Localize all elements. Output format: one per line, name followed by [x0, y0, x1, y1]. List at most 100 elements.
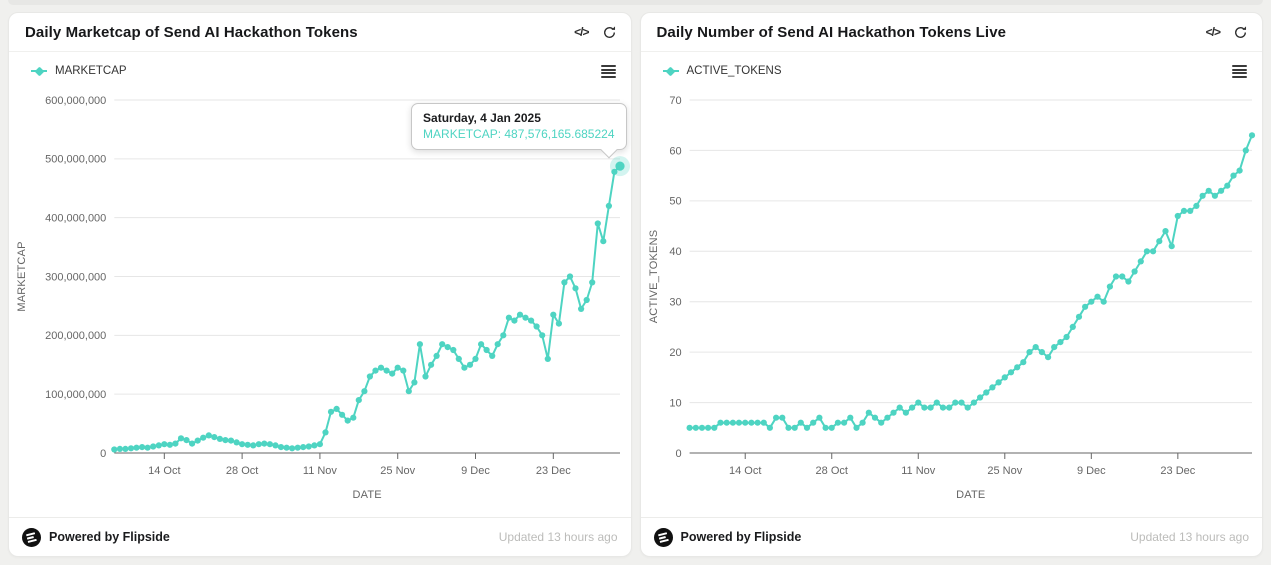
data-point[interactable]: [760, 419, 767, 426]
data-point[interactable]: [754, 419, 761, 426]
data-point[interactable]: [902, 409, 909, 416]
data-point[interactable]: [1075, 313, 1082, 320]
data-point[interactable]: [834, 419, 841, 426]
data-point[interactable]: [355, 397, 362, 404]
data-point[interactable]: [1137, 258, 1144, 265]
data-point[interactable]: [951, 399, 958, 406]
data-point[interactable]: [815, 414, 822, 421]
data-point[interactable]: [555, 320, 563, 327]
data-point[interactable]: [439, 341, 446, 348]
data-point[interactable]: [933, 399, 940, 406]
data-point[interactable]: [383, 367, 390, 374]
data-point[interactable]: [144, 444, 151, 451]
data-point[interactable]: [1063, 333, 1070, 341]
data-point[interactable]: [1229, 172, 1237, 179]
data-point[interactable]: [489, 352, 496, 359]
data-point[interactable]: [161, 441, 168, 448]
data-point[interactable]: [840, 419, 847, 426]
data-point[interactable]: [172, 440, 179, 447]
data-point[interactable]: [305, 443, 312, 450]
data-point[interactable]: [394, 364, 401, 371]
data-point[interactable]: [233, 439, 240, 446]
data-point[interactable]: [455, 355, 462, 362]
data-point[interactable]: [1093, 293, 1101, 300]
data-point[interactable]: [1155, 238, 1162, 245]
data-point[interactable]: [1242, 147, 1249, 154]
code-icon[interactable]: </>: [574, 25, 589, 39]
data-point[interactable]: [970, 399, 977, 406]
data-point[interactable]: [578, 305, 585, 312]
data-point[interactable]: [852, 424, 860, 431]
data-point[interactable]: [889, 409, 897, 416]
data-point[interactable]: [533, 323, 540, 330]
data-point[interactable]: [698, 424, 705, 431]
data-point[interactable]: [422, 373, 429, 380]
data-point[interactable]: [1131, 268, 1138, 275]
data-point[interactable]: [729, 419, 736, 426]
refresh-icon[interactable]: [602, 25, 617, 40]
data-point[interactable]: [828, 424, 835, 431]
data-point[interactable]: [1106, 283, 1113, 290]
data-point[interactable]: [166, 441, 173, 448]
data-point[interactable]: [1019, 359, 1026, 366]
data-point[interactable]: [250, 442, 257, 449]
data-point[interactable]: [1001, 374, 1008, 381]
data-point[interactable]: [803, 424, 810, 431]
data-point[interactable]: [747, 419, 754, 426]
data-point[interactable]: [389, 370, 396, 377]
data-point[interactable]: [1199, 192, 1206, 199]
powered-by[interactable]: Powered by Flipside: [22, 527, 170, 547]
data-point[interactable]: [511, 317, 518, 324]
data-point[interactable]: [976, 394, 983, 401]
data-point[interactable]: [871, 414, 878, 421]
data-point[interactable]: [1081, 303, 1088, 310]
data-point[interactable]: [1069, 323, 1076, 330]
data-point[interactable]: [995, 379, 1002, 386]
legend-active-tokens[interactable]: ACTIVE_TOKENS: [662, 65, 782, 77]
data-point[interactable]: [710, 424, 717, 431]
data-point[interactable]: [416, 341, 423, 348]
data-point[interactable]: [1192, 202, 1199, 209]
data-point[interactable]: [522, 314, 529, 321]
data-point[interactable]: [914, 399, 921, 406]
data-point[interactable]: [283, 444, 290, 451]
data-point[interactable]: [1180, 207, 1187, 214]
data-point[interactable]: [877, 419, 884, 426]
data-point[interactable]: [846, 414, 853, 421]
data-point[interactable]: [133, 444, 140, 451]
data-point[interactable]: [183, 437, 190, 444]
data-point[interactable]: [516, 311, 524, 318]
data-point[interactable]: [927, 404, 934, 411]
data-point[interactable]: [572, 285, 579, 292]
data-point[interactable]: [294, 444, 301, 451]
data-point[interactable]: [589, 279, 596, 286]
data-point[interactable]: [939, 404, 946, 411]
data-point[interactable]: [988, 384, 995, 391]
data-point[interactable]: [1050, 344, 1057, 351]
data-point[interactable]: [1112, 273, 1119, 280]
data-point[interactable]: [544, 355, 551, 362]
data-point[interactable]: [211, 434, 218, 441]
data-point[interactable]: [428, 361, 435, 368]
data-point[interactable]: [1161, 228, 1169, 235]
data-point[interactable]: [122, 445, 129, 452]
data-point[interactable]: [1007, 369, 1014, 376]
data-point[interactable]: [741, 419, 748, 426]
data-point[interactable]: [411, 379, 418, 386]
data-point[interactable]: [908, 404, 915, 411]
data-point[interactable]: [261, 440, 268, 447]
data-point[interactable]: [778, 414, 785, 421]
data-point[interactable]: [255, 441, 262, 448]
data-point[interactable]: [859, 419, 866, 426]
data-point[interactable]: [227, 437, 235, 444]
data-point[interactable]: [1038, 349, 1045, 356]
powered-by[interactable]: Powered by Flipside: [653, 527, 801, 547]
data-point[interactable]: [1013, 364, 1020, 371]
data-point[interactable]: [111, 446, 118, 453]
data-point[interactable]: [735, 419, 742, 426]
data-point[interactable]: [272, 442, 279, 449]
data-point[interactable]: [400, 367, 407, 374]
data-point[interactable]: [239, 441, 246, 448]
data-point[interactable]: [127, 445, 135, 452]
data-point[interactable]: [539, 332, 546, 339]
